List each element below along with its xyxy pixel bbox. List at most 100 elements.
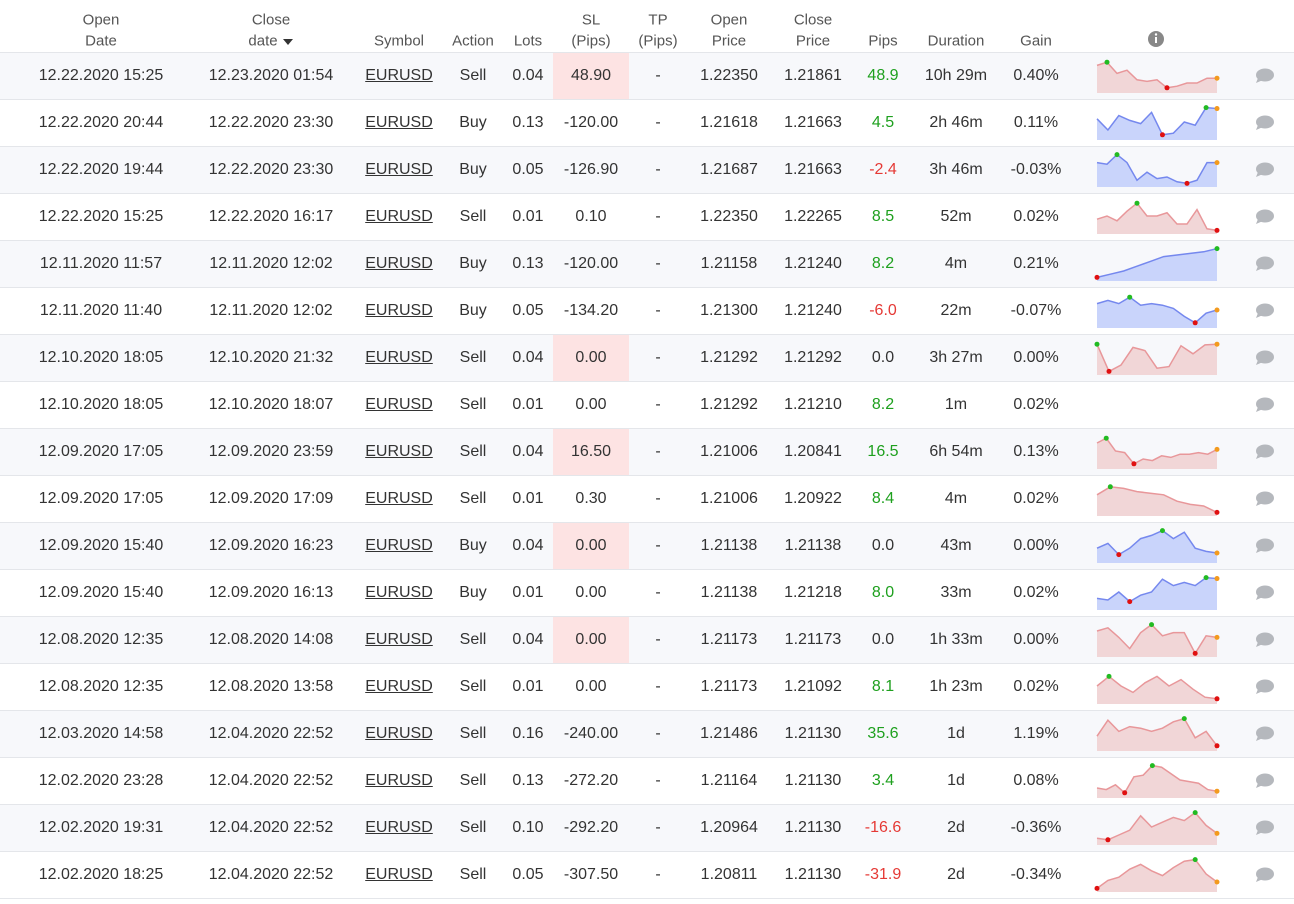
sparkline-low [1131, 461, 1137, 467]
symbol-link[interactable]: EURUSD [365, 678, 433, 695]
cell-text: 10h 29m [924, 67, 988, 84]
cell-text: 1.21130 [784, 725, 842, 742]
cell-text: 1.21218 [784, 584, 842, 601]
sparkline-low [1214, 509, 1220, 515]
column-header[interactable]: date [248, 32, 278, 50]
symbol-link[interactable]: EURUSD [365, 302, 433, 319]
cell-text: 0.13% [1013, 443, 1059, 460]
cell-text: 0.08% [1013, 772, 1059, 789]
sparkline-low [1159, 132, 1165, 138]
comment-icon[interactable] [1256, 679, 1274, 695]
symbol-link[interactable]: EURUSD [365, 67, 433, 84]
cell-text: 2d [947, 819, 965, 836]
comment-bubble [1256, 726, 1274, 740]
symbol-link[interactable]: EURUSD [365, 537, 433, 554]
cell-text: Buy [459, 302, 487, 319]
cell-text: 0.21% [1013, 255, 1059, 272]
sparkline-end [1214, 634, 1220, 640]
symbol-link[interactable]: EURUSD [365, 819, 433, 836]
symbol-link[interactable]: EURUSD [365, 866, 433, 883]
comment-tail [1256, 783, 1263, 788]
sl-highlight [553, 335, 629, 381]
cell-text: 2d [947, 866, 965, 883]
sparkline-area [1097, 624, 1217, 657]
comment-bubble [1256, 350, 1274, 364]
sparkline [1096, 106, 1218, 136]
symbol-link[interactable]: EURUSD [365, 255, 433, 272]
symbol-link[interactable]: EURUSD [365, 631, 433, 648]
symbol-link[interactable]: EURUSD [365, 490, 433, 507]
cell-text: 0.02% [1013, 396, 1059, 413]
comment-icon[interactable] [1256, 632, 1274, 648]
cell-text: 0.00 [575, 584, 607, 601]
cell-text: 12.22.2020 16:17 [208, 208, 334, 225]
cell-text: 4.5 [871, 114, 895, 131]
comment-icon[interactable] [1256, 209, 1274, 225]
cell-text: 12.11.2020 11:57 [39, 255, 163, 272]
cell-text: - [655, 866, 661, 883]
comment-icon[interactable] [1256, 867, 1274, 883]
comment-bubble [1256, 256, 1274, 270]
symbol-link[interactable]: EURUSD [365, 349, 433, 366]
cell-text: 1.21240 [784, 302, 842, 319]
comment-icon[interactable] [1256, 773, 1274, 789]
cell-text: 8.4 [871, 490, 895, 507]
comment-icon[interactable] [1256, 350, 1274, 366]
sparkline-area [1097, 248, 1217, 281]
symbol-link[interactable]: EURUSD [365, 443, 433, 460]
cell-text: 0.01 [512, 396, 544, 413]
comment-icon[interactable] [1256, 115, 1274, 131]
symbol-link[interactable]: EURUSD [365, 208, 433, 225]
cell-text: 12.22.2020 23:30 [208, 161, 334, 178]
cell-text: Buy [459, 255, 487, 272]
cell-text: 52m [940, 208, 972, 225]
comment-icon[interactable] [1256, 538, 1274, 554]
cell-text: 12.11.2020 12:02 [209, 255, 333, 272]
comment-icon[interactable] [1256, 256, 1274, 272]
comment-icon[interactable] [1256, 726, 1274, 742]
sparkline-low [1192, 320, 1198, 326]
comment-icon[interactable] [1256, 303, 1274, 319]
cell-text: 0.05 [512, 866, 544, 883]
cell-text: 6h 54m [929, 443, 983, 460]
comment-icon[interactable] [1256, 397, 1274, 413]
sparkline-low [1116, 552, 1122, 558]
comment-icon[interactable] [1256, 820, 1274, 836]
cell-text: -134.20 [563, 302, 619, 319]
symbol-link[interactable]: EURUSD [365, 396, 433, 413]
sparkline-low [1106, 368, 1112, 374]
column-header[interactable]: Close [251, 11, 291, 29]
table-row [0, 100, 1294, 147]
comment-icon[interactable] [1256, 444, 1274, 460]
sparkline-low [1105, 837, 1111, 843]
comment-icon[interactable] [1256, 68, 1274, 84]
cell-text: - [655, 255, 661, 272]
sparkline [1096, 858, 1218, 890]
sparkline [1096, 576, 1218, 603]
cell-text: 48.90 [570, 67, 612, 84]
cell-text: 0.01 [512, 490, 544, 507]
cell-text: 0.00 [575, 349, 607, 366]
symbol-link[interactable]: EURUSD [365, 725, 433, 742]
cell-text: 0.04 [512, 67, 544, 84]
cell-text: 0.04 [512, 443, 544, 460]
cell-text: -120.00 [563, 114, 619, 131]
symbol-link[interactable]: EURUSD [365, 772, 433, 789]
cell-text: 0.13 [512, 114, 544, 131]
symbol-link[interactable]: EURUSD [365, 161, 433, 178]
cell-text: 12.08.2020 14:08 [208, 631, 334, 648]
cell-text: 0.04 [512, 631, 544, 648]
comment-icon[interactable] [1256, 162, 1274, 178]
column-header: Duration [927, 32, 985, 50]
symbol-link[interactable]: EURUSD [365, 114, 433, 131]
symbol-link[interactable]: EURUSD [365, 584, 433, 601]
cell-text: Sell [459, 866, 487, 883]
sparkline-area [1097, 297, 1217, 328]
comment-icon[interactable] [1256, 585, 1274, 601]
sparkline-high [1159, 528, 1165, 534]
cell-text: 1.21006 [700, 443, 758, 460]
comment-icon[interactable] [1256, 491, 1274, 507]
cell-text: 12.22.2020 19:44 [38, 161, 164, 178]
cell-text: 0.00% [1013, 537, 1059, 554]
sparkline [1096, 61, 1217, 89]
